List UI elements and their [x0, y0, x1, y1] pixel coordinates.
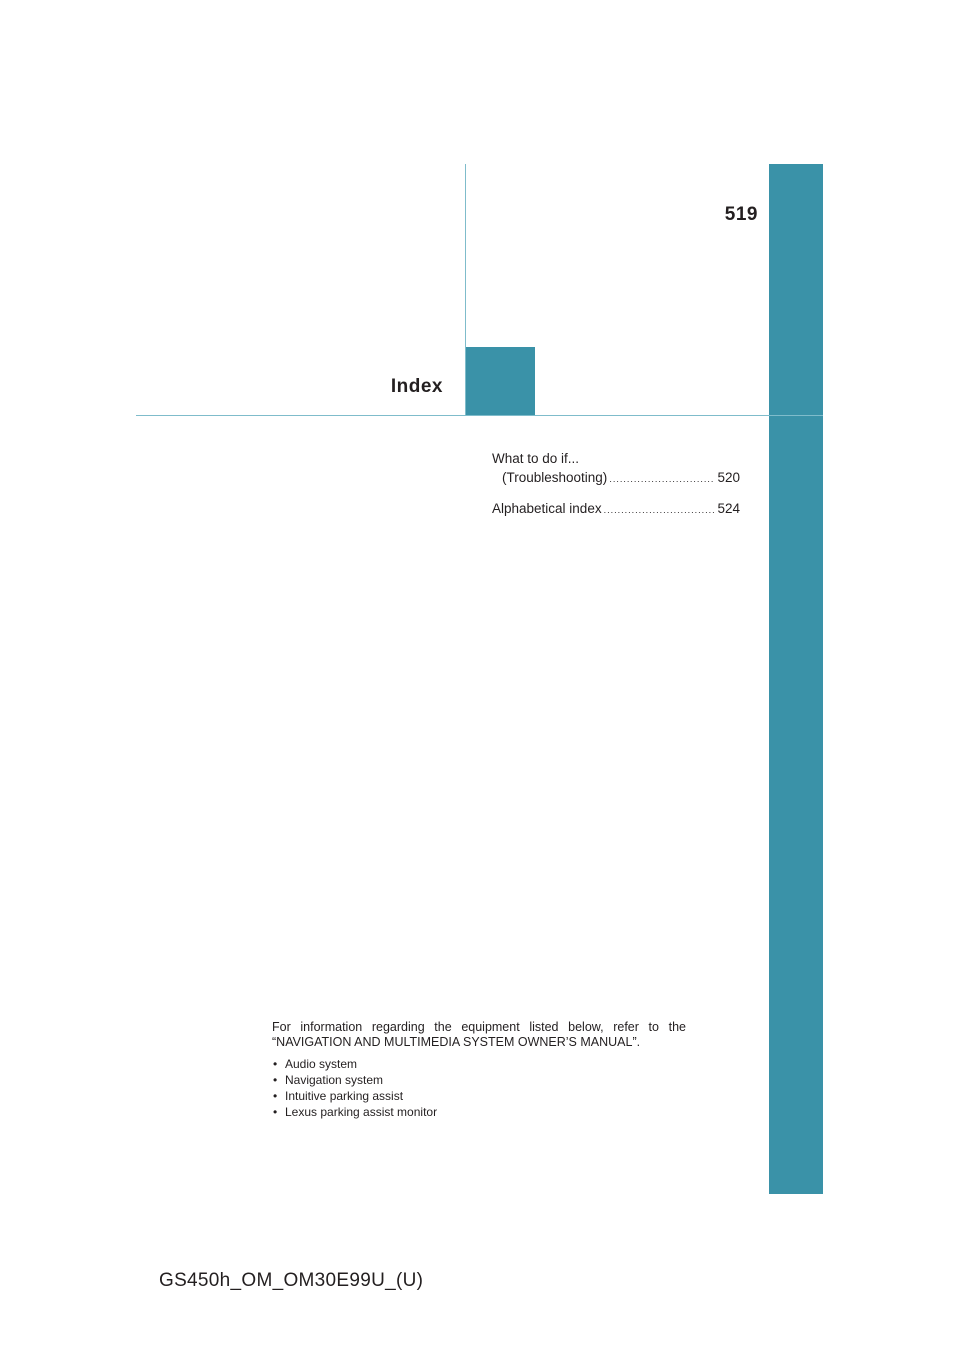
toc-entry-troubleshooting[interactable]: What to do if... (Troubleshooting) .....…: [492, 449, 740, 489]
toc-entry-title: What to do if...: [492, 451, 580, 466]
list-item: Intuitive parking assist: [272, 1088, 686, 1104]
toc-entry-title: Alphabetical index: [492, 501, 602, 516]
toc-leader-dots: ........................................…: [609, 474, 716, 484]
header-vertical-rule: [465, 164, 466, 416]
list-item: Audio system: [272, 1056, 686, 1072]
table-of-contents: What to do if... (Troubleshooting) .....…: [492, 449, 740, 530]
toc-entry-alphabetical-index[interactable]: Alphabetical index .....................…: [492, 499, 740, 520]
list-item: Lexus parking assist monitor: [272, 1104, 686, 1120]
manual-code: GS450h_OM_OM30E99U_(U): [159, 1270, 424, 1291]
equipment-note: For information regarding the equipment …: [272, 1020, 686, 1120]
section-title: Index: [390, 376, 443, 397]
toc-entry-page: 520: [717, 470, 740, 485]
equipment-list: Audio system Navigation system Intuitive…: [272, 1056, 686, 1120]
toc-entry-page: 524: [717, 501, 740, 516]
toc-entry-subtitle: (Troubleshooting): [502, 470, 608, 485]
note-text: For information regarding the equipment …: [272, 1020, 686, 1049]
toc-leader-dots: ........................................…: [603, 505, 716, 515]
page-number: 519: [724, 204, 758, 225]
header-horizontal-rule: [136, 415, 823, 416]
list-item: Navigation system: [272, 1072, 686, 1088]
section-color-block: [466, 347, 535, 415]
chapter-side-tab: [769, 164, 823, 1194]
